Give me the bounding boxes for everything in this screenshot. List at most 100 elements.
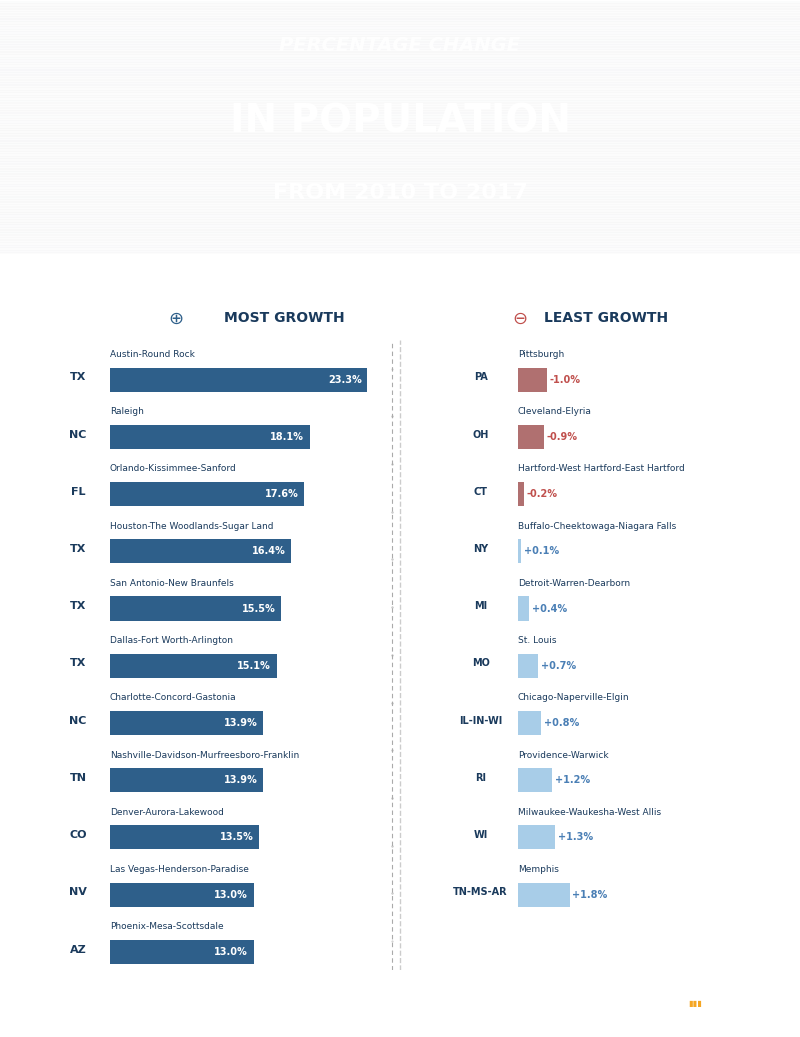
Bar bbox=[0, 176, 800, 179]
Bar bbox=[0, 36, 800, 40]
Bar bbox=[0, 8, 800, 12]
Bar bbox=[0, 194, 800, 197]
Bar bbox=[0, 214, 800, 218]
Text: 13.9%: 13.9% bbox=[224, 776, 258, 785]
FancyBboxPatch shape bbox=[518, 425, 544, 449]
Bar bbox=[0, 82, 800, 86]
Bar bbox=[0, 49, 800, 53]
Bar bbox=[0, 44, 800, 48]
Bar bbox=[0, 87, 800, 91]
Text: NY: NY bbox=[473, 544, 488, 554]
Text: IN POPULATION: IN POPULATION bbox=[230, 103, 570, 141]
Text: NV: NV bbox=[69, 888, 87, 897]
Text: -1.0%: -1.0% bbox=[550, 374, 581, 385]
Bar bbox=[0, 242, 800, 246]
Bar bbox=[0, 59, 800, 63]
Bar bbox=[0, 38, 800, 43]
Text: +0.8%: +0.8% bbox=[544, 718, 579, 728]
Bar bbox=[0, 161, 800, 165]
Bar bbox=[0, 108, 800, 111]
Bar bbox=[0, 57, 800, 60]
Bar bbox=[0, 16, 800, 20]
Bar bbox=[0, 204, 800, 207]
Bar bbox=[0, 41, 800, 45]
Text: areavibes: areavibes bbox=[704, 1001, 795, 1019]
Text: TX: TX bbox=[70, 658, 86, 669]
Bar bbox=[0, 19, 800, 22]
FancyBboxPatch shape bbox=[518, 711, 541, 735]
Bar bbox=[0, 10, 800, 15]
Bar bbox=[0, 94, 800, 99]
Text: Denver-Aurora-Lakewood: Denver-Aurora-Lakewood bbox=[110, 808, 224, 817]
Bar bbox=[0, 173, 800, 177]
Bar bbox=[0, 224, 800, 228]
Bar bbox=[0, 148, 800, 151]
Bar bbox=[0, 138, 800, 142]
Bar bbox=[0, 166, 800, 170]
FancyBboxPatch shape bbox=[518, 482, 523, 506]
Bar bbox=[0, 84, 800, 88]
Text: +1.2%: +1.2% bbox=[555, 776, 590, 785]
FancyBboxPatch shape bbox=[110, 653, 277, 678]
Text: ⊕: ⊕ bbox=[169, 309, 183, 328]
Bar bbox=[0, 247, 800, 251]
Bar bbox=[0, 13, 800, 18]
Text: NC: NC bbox=[70, 716, 86, 726]
Bar bbox=[0, 77, 800, 81]
Bar bbox=[0, 156, 800, 160]
Text: Phoenix-Mesa-Scottsdale: Phoenix-Mesa-Scottsdale bbox=[110, 922, 223, 931]
Text: CT: CT bbox=[474, 486, 488, 497]
Bar bbox=[0, 227, 800, 230]
Text: MO: MO bbox=[472, 658, 490, 669]
Text: Milwaukee-Waukesha-West Allis: Milwaukee-Waukesha-West Allis bbox=[518, 808, 661, 817]
Bar bbox=[0, 232, 800, 235]
Text: 13.0%: 13.0% bbox=[214, 947, 248, 957]
Bar bbox=[0, 201, 800, 205]
Bar bbox=[0, 115, 800, 119]
Bar bbox=[0, 181, 800, 185]
Bar bbox=[0, 92, 800, 95]
Text: CO: CO bbox=[70, 831, 86, 840]
FancyBboxPatch shape bbox=[518, 768, 552, 792]
Bar bbox=[0, 189, 800, 193]
Bar bbox=[0, 145, 800, 149]
FancyBboxPatch shape bbox=[110, 882, 254, 906]
Bar bbox=[0, 171, 800, 174]
Text: +0.1%: +0.1% bbox=[523, 546, 558, 556]
Bar bbox=[0, 217, 800, 221]
Text: BY METROPOLITAN AREA: BY METROPOLITAN AREA bbox=[294, 270, 506, 285]
Bar bbox=[0, 250, 800, 253]
Text: WI: WI bbox=[474, 831, 488, 840]
Text: PERCENTAGE CHANGE: PERCENTAGE CHANGE bbox=[279, 36, 521, 55]
Bar bbox=[0, 117, 800, 121]
Bar bbox=[0, 69, 800, 73]
Bar bbox=[0, 89, 800, 93]
FancyBboxPatch shape bbox=[518, 882, 570, 906]
Bar bbox=[0, 80, 800, 83]
Text: Source: U.S. Census Bureau's American Community Survey, 2010, 2017: Source: U.S. Census Bureau's American Co… bbox=[16, 999, 392, 1008]
Text: Pittsburgh: Pittsburgh bbox=[518, 349, 564, 359]
FancyBboxPatch shape bbox=[110, 940, 254, 963]
FancyBboxPatch shape bbox=[110, 539, 291, 563]
Bar bbox=[0, 3, 800, 7]
Bar bbox=[0, 135, 800, 139]
Text: 13.0%: 13.0% bbox=[214, 890, 248, 900]
Bar bbox=[0, 128, 800, 132]
Bar bbox=[0, 122, 800, 127]
Bar bbox=[0, 64, 800, 68]
Text: MI: MI bbox=[474, 601, 487, 611]
Text: ▮▮▮: ▮▮▮ bbox=[688, 999, 702, 1008]
Text: 13.5%: 13.5% bbox=[219, 833, 254, 842]
Bar bbox=[0, 168, 800, 172]
Text: TX: TX bbox=[70, 601, 86, 611]
Bar bbox=[0, 54, 800, 58]
Text: -0.2%: -0.2% bbox=[526, 489, 558, 499]
FancyBboxPatch shape bbox=[110, 596, 281, 620]
Bar bbox=[0, 131, 800, 134]
Text: +1.8%: +1.8% bbox=[573, 890, 608, 900]
FancyBboxPatch shape bbox=[518, 539, 521, 563]
Bar bbox=[0, 219, 800, 223]
Bar bbox=[0, 105, 800, 109]
Bar bbox=[0, 61, 800, 65]
Text: IL-IN-WI: IL-IN-WI bbox=[459, 716, 502, 726]
